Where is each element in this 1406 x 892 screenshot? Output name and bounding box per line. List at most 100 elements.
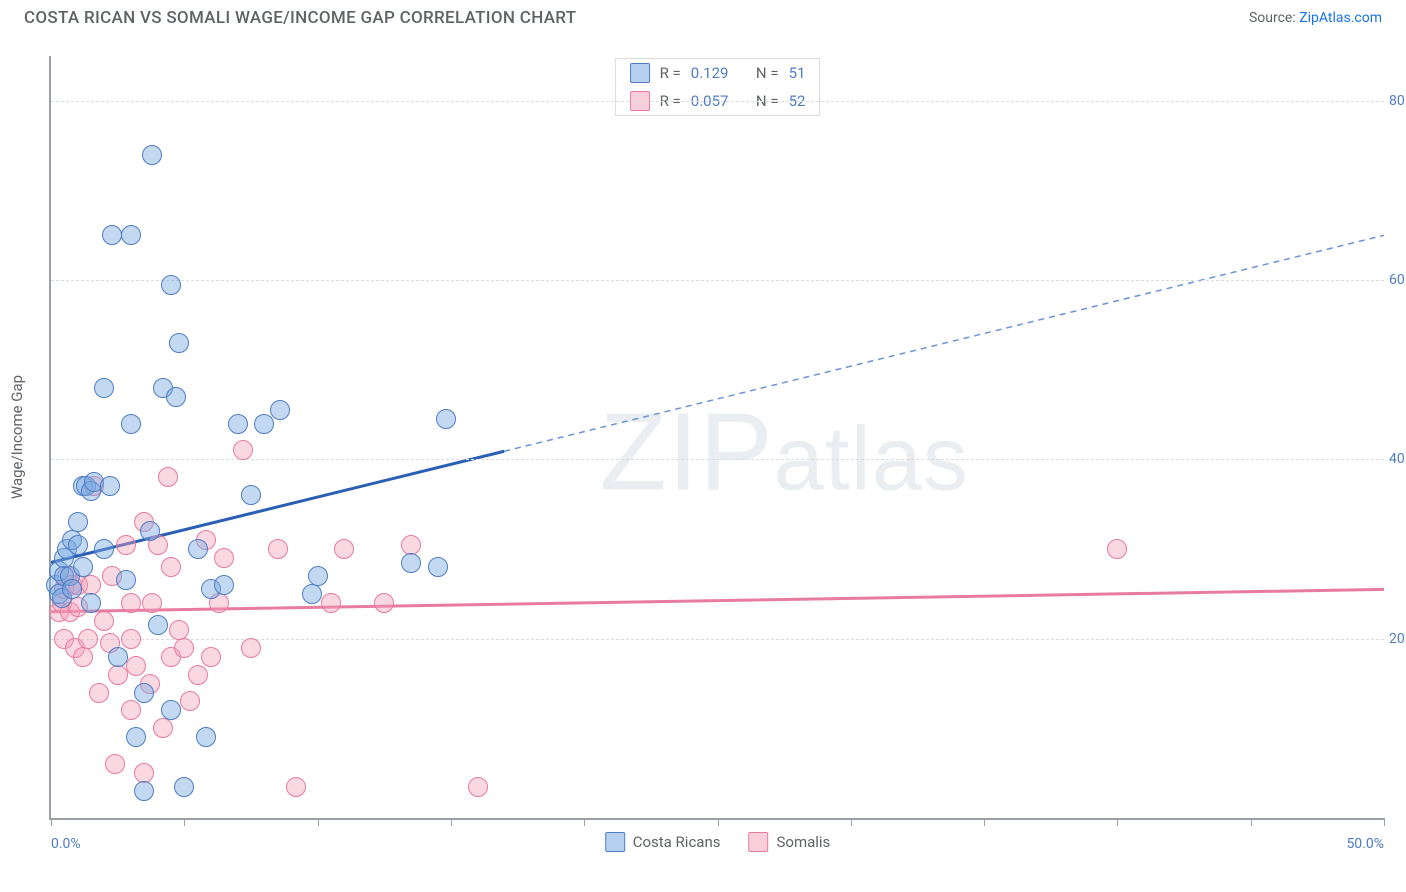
data-point-blue bbox=[121, 414, 141, 434]
data-point-blue bbox=[68, 512, 88, 532]
x-tick bbox=[718, 818, 719, 826]
data-point-blue bbox=[94, 378, 114, 398]
data-point-pink bbox=[374, 593, 394, 613]
data-point-blue bbox=[126, 727, 146, 747]
legend-stats: R = 0.129 N = 51 R = 0.057 N = 52 bbox=[615, 58, 821, 116]
data-point-pink bbox=[116, 535, 136, 555]
data-point-blue bbox=[188, 539, 208, 559]
data-point-blue bbox=[73, 557, 93, 577]
data-point-blue bbox=[108, 647, 128, 667]
data-point-blue bbox=[81, 593, 101, 613]
x-tick bbox=[51, 818, 52, 826]
data-point-blue bbox=[140, 521, 160, 541]
data-point-blue bbox=[428, 557, 448, 577]
data-point-pink bbox=[108, 665, 128, 685]
data-point-pink bbox=[142, 593, 162, 613]
data-point-blue bbox=[196, 727, 216, 747]
x-tick-label: 0.0% bbox=[51, 836, 81, 852]
legend-series: Costa Ricans Somalis bbox=[605, 832, 831, 852]
data-point-blue bbox=[94, 539, 114, 559]
data-point-blue bbox=[270, 400, 290, 420]
x-tick bbox=[851, 818, 852, 826]
data-point-pink bbox=[286, 777, 306, 797]
x-tick-label: 50.0% bbox=[1346, 836, 1384, 852]
data-point-blue bbox=[166, 387, 186, 407]
data-point-blue bbox=[134, 781, 154, 801]
data-point-blue bbox=[254, 414, 274, 434]
data-point-blue bbox=[161, 275, 181, 295]
data-point-pink bbox=[174, 638, 194, 658]
data-point-blue bbox=[302, 584, 322, 604]
data-point-blue bbox=[214, 575, 234, 595]
y-tick-label: 40.0% bbox=[1389, 451, 1406, 467]
source-attribution: Source: ZipAtlas.com bbox=[1249, 10, 1382, 26]
data-point-blue bbox=[228, 414, 248, 434]
swatch-blue bbox=[630, 63, 650, 83]
data-point-blue bbox=[401, 553, 421, 573]
x-tick bbox=[584, 818, 585, 826]
legend-item-pink: Somalis bbox=[748, 832, 830, 852]
data-point-blue bbox=[174, 777, 194, 797]
gridline bbox=[51, 459, 1384, 460]
data-point-blue bbox=[102, 225, 122, 245]
scatter-chart: Wage/Income Gap ZIPatlas R = 0.129 N = 5… bbox=[49, 56, 1384, 820]
data-point-pink bbox=[1107, 539, 1127, 559]
data-point-blue bbox=[241, 485, 261, 505]
data-point-pink bbox=[126, 656, 146, 676]
chart-header: COSTA RICAN VS SOMALI WAGE/INCOME GAP CO… bbox=[0, 0, 1406, 34]
y-tick-label: 80.0% bbox=[1389, 93, 1406, 109]
data-point-blue bbox=[100, 476, 120, 496]
data-point-pink bbox=[161, 557, 181, 577]
data-point-pink bbox=[180, 691, 200, 711]
data-point-pink bbox=[73, 647, 93, 667]
trendline-blue-dashed bbox=[504, 235, 1384, 451]
chart-title: COSTA RICAN VS SOMALI WAGE/INCOME GAP CO… bbox=[24, 8, 576, 28]
data-point-blue bbox=[142, 145, 162, 165]
data-point-pink bbox=[121, 700, 141, 720]
data-point-pink bbox=[214, 548, 234, 568]
data-point-pink bbox=[321, 593, 341, 613]
data-point-pink bbox=[241, 638, 261, 658]
gridline bbox=[51, 101, 1384, 102]
swatch-blue bbox=[605, 832, 625, 852]
x-tick bbox=[451, 818, 452, 826]
trendline-pink-solid bbox=[51, 589, 1384, 611]
x-tick bbox=[318, 818, 319, 826]
data-point-pink bbox=[188, 665, 208, 685]
data-point-blue bbox=[121, 225, 141, 245]
data-point-pink bbox=[105, 754, 125, 774]
trend-lines bbox=[51, 56, 1384, 818]
data-point-pink bbox=[121, 593, 141, 613]
x-tick bbox=[184, 818, 185, 826]
x-tick bbox=[1384, 818, 1385, 826]
y-tick-label: 60.0% bbox=[1389, 272, 1406, 288]
y-axis-title: Wage/Income Gap bbox=[8, 375, 26, 499]
legend-item-blue: Costa Ricans bbox=[605, 832, 721, 852]
data-point-blue bbox=[68, 535, 88, 555]
data-point-blue bbox=[148, 615, 168, 635]
x-tick bbox=[1117, 818, 1118, 826]
data-point-pink bbox=[169, 620, 189, 640]
data-point-pink bbox=[121, 629, 141, 649]
gridline bbox=[51, 280, 1384, 281]
data-point-pink bbox=[153, 718, 173, 738]
data-point-pink bbox=[201, 647, 221, 667]
data-point-blue bbox=[169, 333, 189, 353]
x-tick bbox=[984, 818, 985, 826]
data-point-pink bbox=[89, 683, 109, 703]
data-point-pink bbox=[468, 777, 488, 797]
data-point-pink bbox=[334, 539, 354, 559]
data-point-blue bbox=[161, 700, 181, 720]
legend-stats-row-blue: R = 0.129 N = 51 bbox=[616, 59, 820, 87]
data-point-pink bbox=[78, 629, 98, 649]
data-point-blue bbox=[308, 566, 328, 586]
swatch-pink bbox=[748, 832, 768, 852]
source-link[interactable]: ZipAtlas.com bbox=[1299, 10, 1382, 26]
data-point-blue bbox=[116, 570, 136, 590]
data-point-pink bbox=[268, 539, 288, 559]
x-tick bbox=[1251, 818, 1252, 826]
data-point-pink bbox=[94, 611, 114, 631]
data-point-blue bbox=[436, 409, 456, 429]
y-tick-label: 20.0% bbox=[1389, 631, 1406, 647]
data-point-blue bbox=[62, 579, 82, 599]
